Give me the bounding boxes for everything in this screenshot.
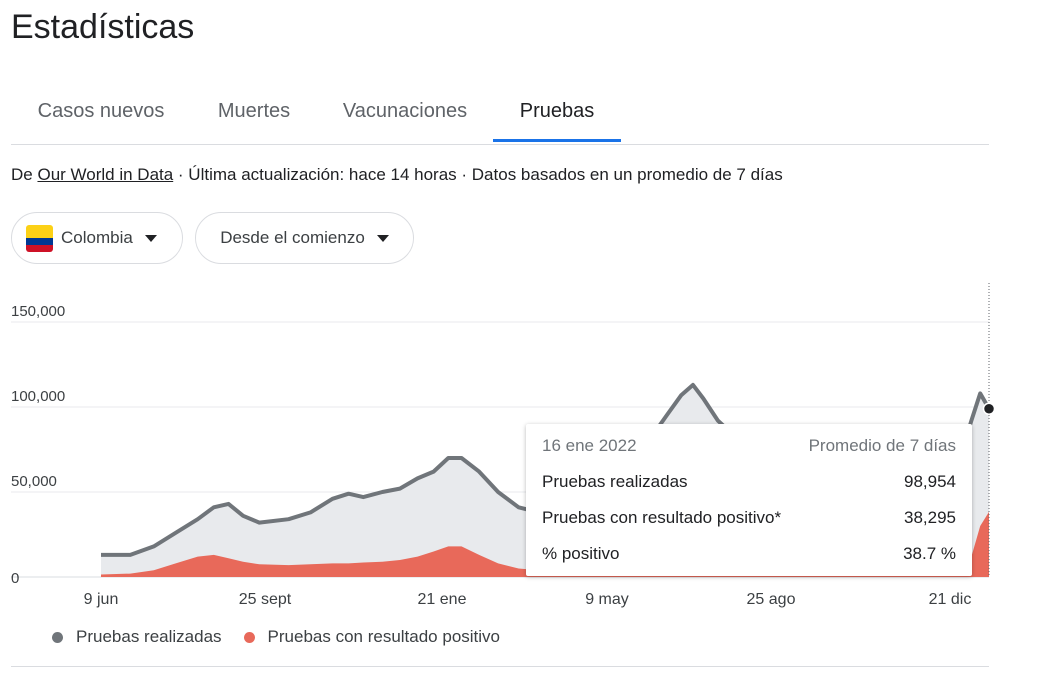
data-tooltip: 16 ene 2022 Promedio de 7 días Pruebas r…	[526, 424, 972, 576]
x-tick-label: 9 may	[585, 591, 629, 608]
tab-tests[interactable]: Pruebas	[519, 99, 595, 122]
positive-area	[101, 511, 989, 577]
chart-legend: Pruebas realizadas Pruebas con resultado…	[52, 627, 522, 647]
legend-item-positive[interactable]: Pruebas con resultado positivo	[243, 627, 501, 647]
y-tick-label: 100,000	[11, 388, 65, 405]
tab-new-cases[interactable]: Casos nuevos	[37, 99, 165, 122]
tooltip-date: 16 ene 2022	[542, 436, 637, 455]
legend-label: Pruebas con resultado positivo	[267, 627, 501, 646]
legend-swatch	[243, 631, 255, 643]
hover-point[interactable]	[982, 402, 996, 416]
y-tick-label: 150,000	[11, 303, 65, 320]
source-details: · Última actualización: hace 14 horas · …	[173, 165, 783, 184]
chevron-down-icon	[376, 234, 389, 242]
y-axis-ticks: 0 50,000 100,000 150,000	[11, 303, 65, 587]
legend-item-tests[interactable]: Pruebas realizadas	[52, 627, 222, 647]
page-title: Estadísticas	[11, 8, 195, 46]
source-line: De Our World in Data · Última actualizac…	[11, 165, 783, 185]
x-tick-label: 21 dic	[929, 591, 972, 608]
tooltip-value: 38.7 %	[903, 544, 956, 563]
country-selector[interactable]: Colombia	[11, 212, 183, 264]
legend-label: Pruebas realizadas	[76, 627, 222, 646]
x-axis-ticks: 9 jun 25 sept 21 ene 9 may 25 ago 21 dic	[84, 591, 972, 608]
legend-swatch	[52, 631, 63, 643]
y-tick-label: 50,000	[11, 473, 57, 490]
tooltip-value: 38,295	[904, 508, 956, 527]
tab-vaccinations[interactable]: Vacunaciones	[342, 99, 468, 122]
colombia-flag-icon	[26, 224, 53, 252]
source-link[interactable]: Our World in Data	[37, 165, 174, 184]
x-tick-label: 25 ago	[747, 591, 796, 608]
tooltip-value: 98,954	[904, 472, 956, 491]
tooltip-header: 16 ene 2022 Promedio de 7 días	[542, 436, 956, 456]
x-tick-label: 21 ene	[418, 591, 467, 608]
divider	[11, 666, 989, 667]
tooltip-label: Pruebas con resultado positivo*	[542, 508, 782, 527]
chevron-down-icon	[144, 234, 157, 242]
range-label: Desde el comienzo	[220, 228, 365, 247]
country-label: Colombia	[61, 228, 133, 247]
active-tab-indicator	[493, 139, 621, 142]
tooltip-note: Promedio de 7 días	[808, 436, 956, 455]
x-tick-label: 9 jun	[84, 591, 119, 608]
y-tick-label: 0	[11, 570, 19, 587]
range-selector[interactable]: Desde el comienzo	[195, 212, 414, 264]
tooltip-row-positive: Pruebas con resultado positivo* 38,295	[542, 508, 956, 528]
source-prefix: De	[11, 165, 38, 184]
tooltip-row-tests: Pruebas realizadas 98,954	[542, 472, 956, 492]
tooltip-label: Pruebas realizadas	[542, 472, 688, 491]
stats-tabs: Casos nuevos Muertes Vacunaciones Prueba…	[11, 80, 989, 145]
tab-deaths[interactable]: Muertes	[217, 99, 291, 122]
tooltip-label: % positivo	[542, 544, 620, 563]
x-tick-label: 25 sept	[239, 591, 292, 608]
tooltip-row-percent: % positivo 38.7 %	[542, 544, 956, 564]
